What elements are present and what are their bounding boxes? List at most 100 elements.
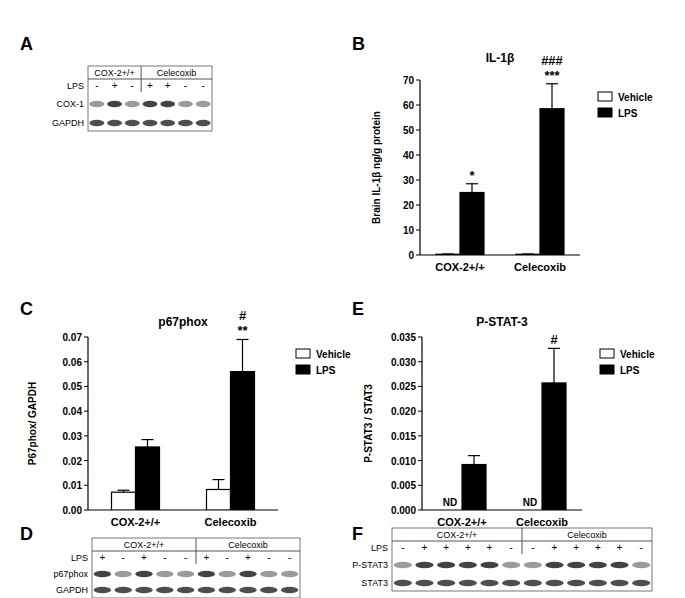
lane-sign: -: [288, 552, 291, 563]
bar: [231, 372, 255, 510]
y-tick: [418, 435, 422, 436]
band: [567, 580, 585, 586]
band: [459, 562, 477, 568]
legend-swatch: [598, 92, 612, 101]
y-tick: [418, 485, 422, 486]
y-tick-label: 0.07: [63, 332, 83, 343]
row-label: p67phox: [53, 569, 88, 579]
lane-sign: +: [422, 542, 428, 553]
band: [107, 101, 122, 107]
band: [589, 562, 607, 568]
y-tick-label: 0.030: [391, 357, 416, 368]
y-tick: [84, 337, 88, 338]
lane-sign: -: [639, 542, 642, 553]
error-line: [147, 440, 148, 447]
y-tick-label: 10: [403, 225, 415, 236]
legend-swatch: [600, 365, 614, 374]
y-tick: [418, 411, 422, 412]
bar: [460, 193, 484, 256]
error-cap: [442, 253, 454, 254]
band: [218, 587, 235, 593]
band: [198, 587, 215, 593]
x-tick-label: COX-2+/+: [435, 261, 485, 273]
lane-sign: -: [226, 552, 229, 563]
y-tick: [416, 180, 420, 181]
x-tick-label: Celecoxib: [516, 516, 568, 528]
error-bar: [213, 480, 225, 490]
chart-panel: BIL-1β010203040506070Brain IL-1β ng/g pr…: [352, 34, 653, 273]
band: [502, 580, 520, 586]
chart-panel: EP-STAT-30.0000.0050.0100.0150.0200.0250…: [352, 299, 655, 528]
annotation: ND: [443, 497, 457, 508]
y-tick-label: 0: [408, 250, 414, 261]
y-tick-label: 0.000: [391, 505, 416, 516]
legend-label: Vehicle: [316, 349, 351, 360]
y-tick-label: 0.020: [391, 406, 416, 417]
row-label: COX-1: [56, 99, 84, 109]
annotation: #: [239, 308, 247, 323]
annotation: *: [469, 168, 475, 183]
bar: [136, 447, 160, 510]
group-label: Celecoxib: [567, 530, 607, 540]
y-tick-label: 0.025: [391, 381, 416, 392]
y-tick: [416, 230, 420, 231]
band: [394, 562, 412, 568]
group-label: COX-2+/+: [437, 530, 478, 540]
band: [125, 101, 140, 107]
band: [480, 562, 498, 568]
bar: [207, 489, 231, 510]
y-tick-label: 70: [403, 75, 415, 86]
band: [394, 580, 412, 586]
y-tick: [416, 155, 420, 156]
lane-sign: +: [141, 552, 147, 563]
x-tick-label: Celecoxib: [205, 516, 257, 528]
band: [89, 120, 104, 126]
lane-sign: +: [573, 542, 579, 553]
error-cap: [213, 479, 225, 480]
band: [218, 571, 235, 577]
y-tick: [416, 80, 420, 81]
lane-sign: -: [184, 552, 187, 563]
y-axis: [419, 80, 420, 255]
error-bar: [468, 456, 480, 465]
blot-frame: [392, 528, 652, 591]
y-tick: [418, 337, 422, 338]
lane-sign: +: [245, 552, 251, 563]
band: [156, 587, 173, 593]
band: [632, 580, 650, 586]
x-tick-label: COX-2+/+: [111, 516, 161, 528]
error-cap: [466, 183, 478, 184]
lane-sign: +: [552, 542, 558, 553]
y-tick-label: 60: [403, 100, 415, 111]
x-tick-label: Celecoxib: [514, 261, 566, 273]
chart-title: IL-1β: [486, 51, 515, 65]
panel-label: D: [20, 524, 33, 544]
band: [545, 580, 563, 586]
y-axis-label: Brain IL-1β ng/g protein: [371, 111, 382, 224]
band: [239, 587, 256, 593]
band: [437, 562, 455, 568]
chart-title: p67phox: [158, 315, 208, 329]
band: [143, 120, 158, 126]
y-tick-label: 0.005: [391, 480, 416, 491]
y-tick: [418, 510, 422, 511]
y-axis: [421, 337, 422, 510]
x-tick-label: COX-2+/+: [437, 516, 487, 528]
marks: [112, 339, 255, 510]
error-bar: [466, 184, 478, 193]
y-axis: [87, 337, 88, 510]
lane-sign: +: [443, 542, 449, 553]
error-bar: [118, 490, 130, 492]
y-tick-label: 0.03: [63, 431, 83, 442]
band: [160, 101, 175, 107]
band: [160, 120, 175, 126]
y-tick-label: 40: [403, 150, 415, 161]
y-tick-label: 30: [403, 175, 415, 186]
y-tick: [84, 361, 88, 362]
lane-sign: +: [203, 552, 209, 563]
y-tick: [418, 460, 422, 461]
lane-sign: -: [131, 80, 134, 91]
bar: [540, 109, 564, 255]
marks: [462, 348, 566, 510]
y-axis-label: P67phox/ GAPDH: [27, 382, 38, 465]
